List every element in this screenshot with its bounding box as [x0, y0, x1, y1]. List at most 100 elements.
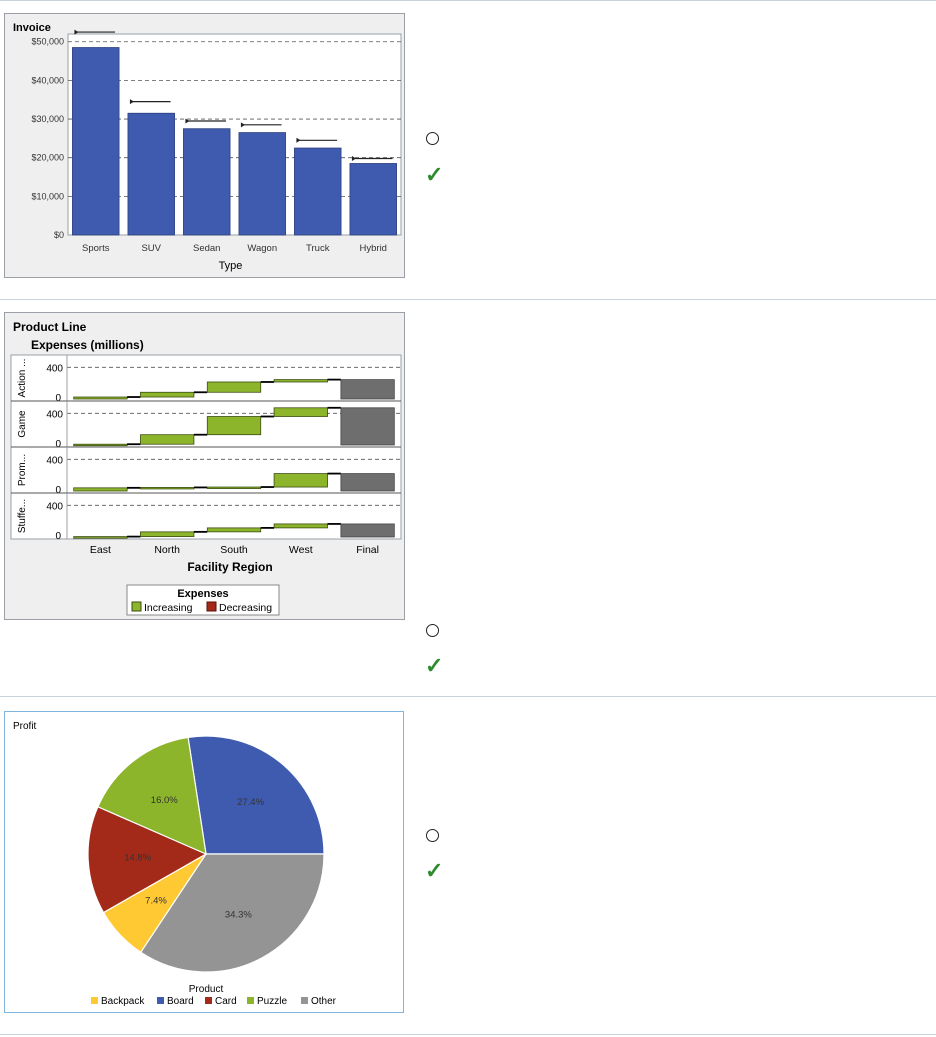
legend-label-backpack: Backpack	[101, 996, 145, 1007]
legend-swatch-decreasing	[206, 601, 217, 612]
final-bar	[340, 379, 395, 400]
separator-top	[0, 0, 936, 1]
increase-bar	[73, 443, 128, 447]
chart-title: Profit	[13, 721, 37, 732]
target-arrow	[240, 122, 245, 128]
x-tick-label: Sedan	[193, 243, 220, 254]
pie-label: 14.8%	[124, 853, 151, 864]
increase-bar	[140, 487, 195, 490]
profit-pie-chart: Profit 27.4% 34.3% 7.4% 14.8% 16.0% Product Bac…	[13, 721, 337, 1007]
invoice-chart-panel: Invoice $0 $10,000 $20,000 $30,000 $40,000 $50…	[4, 13, 405, 278]
legend-box	[126, 584, 280, 616]
bar-sedan	[183, 128, 231, 236]
x-tick-label: Truck	[306, 243, 330, 254]
y-tick-label: 400	[46, 363, 63, 374]
legend-swatch-backpack	[91, 997, 98, 1004]
chart-title: Product Line	[13, 320, 87, 334]
y-tick-label: 0	[55, 393, 61, 404]
y-tick-label: 400	[46, 455, 63, 466]
legend-label-decreasing: Decreasing	[219, 602, 272, 614]
final-bar	[340, 407, 395, 446]
target-arrow	[74, 29, 79, 35]
pie-slice-puzzle	[97, 736, 207, 855]
x-axis-label: Facility Region	[187, 560, 272, 574]
bar-truck	[294, 147, 342, 236]
y-tick-label: $20,000	[31, 153, 64, 163]
radio-option-1[interactable]	[426, 132, 439, 145]
pie-label: 16.0%	[151, 795, 178, 806]
x-tick-label: North	[154, 544, 180, 556]
panel-label: Game	[17, 410, 28, 438]
increase-bar	[140, 391, 195, 398]
legend-label-increasing: Increasing	[144, 602, 193, 614]
increase-bar	[273, 473, 328, 488]
y-tick-label: $10,000	[31, 191, 64, 201]
increase-bar	[73, 536, 128, 539]
panel-label: Action ...	[17, 359, 28, 398]
legend-swatch-card	[205, 997, 212, 1004]
legend-label-card: Card	[215, 996, 237, 1007]
bar-hybrid	[349, 163, 397, 236]
x-tick-label: South	[220, 544, 248, 556]
checkmark-icon: ✓	[425, 858, 444, 883]
separator-1	[0, 299, 936, 300]
x-tick-label: Final	[356, 544, 379, 556]
y-tick-label: 0	[55, 439, 61, 450]
x-tick-label: Sports	[82, 243, 110, 254]
panel-label: Prom...	[17, 454, 28, 486]
y-tick-label: 0	[55, 485, 61, 496]
x-axis-label: Type	[219, 260, 243, 272]
increase-bar	[140, 434, 195, 445]
legend-label-other: Other	[311, 996, 337, 1007]
target-arrow	[185, 118, 190, 124]
final-bar	[340, 523, 395, 538]
pie-label: 27.4%	[237, 797, 264, 808]
chart-title: Invoice	[13, 22, 51, 34]
radio-option-2[interactable]	[426, 624, 439, 637]
radio-option-3[interactable]	[426, 829, 439, 842]
increase-bar	[206, 486, 262, 489]
increase-bar	[273, 407, 328, 417]
y-tick-label: 400	[46, 501, 63, 512]
invoice-bar-chart: Invoice $0 $10,000 $20,000 $30,000 $40,000 $50…	[13, 22, 402, 272]
legend-swatch-puzzle	[247, 997, 254, 1004]
target-arrow	[351, 155, 356, 161]
y-tick-label: $50,000	[31, 37, 64, 47]
separator-bottom	[0, 1034, 936, 1035]
x-tick-label: Hybrid	[360, 243, 387, 254]
y-tick-label: $0	[54, 230, 64, 240]
y-tick-label: $30,000	[31, 114, 64, 124]
increase-bar	[73, 396, 128, 400]
legend-title: Product	[189, 984, 224, 995]
legend-label-puzzle: Puzzle	[257, 996, 287, 1007]
expenses-chart-panel: Product Line Expenses (millions) 400 0 Actio…	[4, 312, 405, 620]
increase-bar	[273, 523, 328, 529]
increase-bar	[273, 379, 328, 383]
y-tick-label: $40,000	[31, 75, 64, 85]
pie-label: 7.4%	[145, 896, 167, 907]
legend-swatch-board	[157, 997, 164, 1004]
legend-swatch-other	[301, 997, 308, 1004]
x-tick-label: Wagon	[247, 243, 277, 254]
bar-suv	[127, 112, 175, 236]
bar-wagon	[238, 132, 286, 236]
increase-bar	[206, 527, 262, 533]
profit-chart-panel: Profit 27.4% 34.3% 7.4% 14.8% 16.0% Product Bac…	[4, 711, 404, 1013]
x-tick-label: East	[90, 544, 111, 556]
x-tick-label: SUV	[141, 243, 161, 254]
pie-slice-card	[87, 805, 208, 914]
bar-sports	[72, 47, 120, 236]
y-tick-label: 400	[46, 409, 63, 420]
legend-label-board: Board	[167, 996, 194, 1007]
expenses-waterfall-chart: Product Line Expenses (millions) 400 0 Actio…	[10, 320, 402, 616]
plot-area	[67, 33, 402, 236]
target-arrow	[296, 137, 301, 143]
legend-swatch-increasing	[131, 601, 142, 612]
pie-label: 34.3%	[225, 909, 252, 920]
final-bar	[340, 473, 395, 492]
increase-bar	[206, 381, 262, 393]
legend-title: Expenses	[177, 588, 228, 600]
increase-bar	[140, 531, 195, 538]
separator-2	[0, 696, 936, 697]
target-arrow	[129, 99, 134, 105]
